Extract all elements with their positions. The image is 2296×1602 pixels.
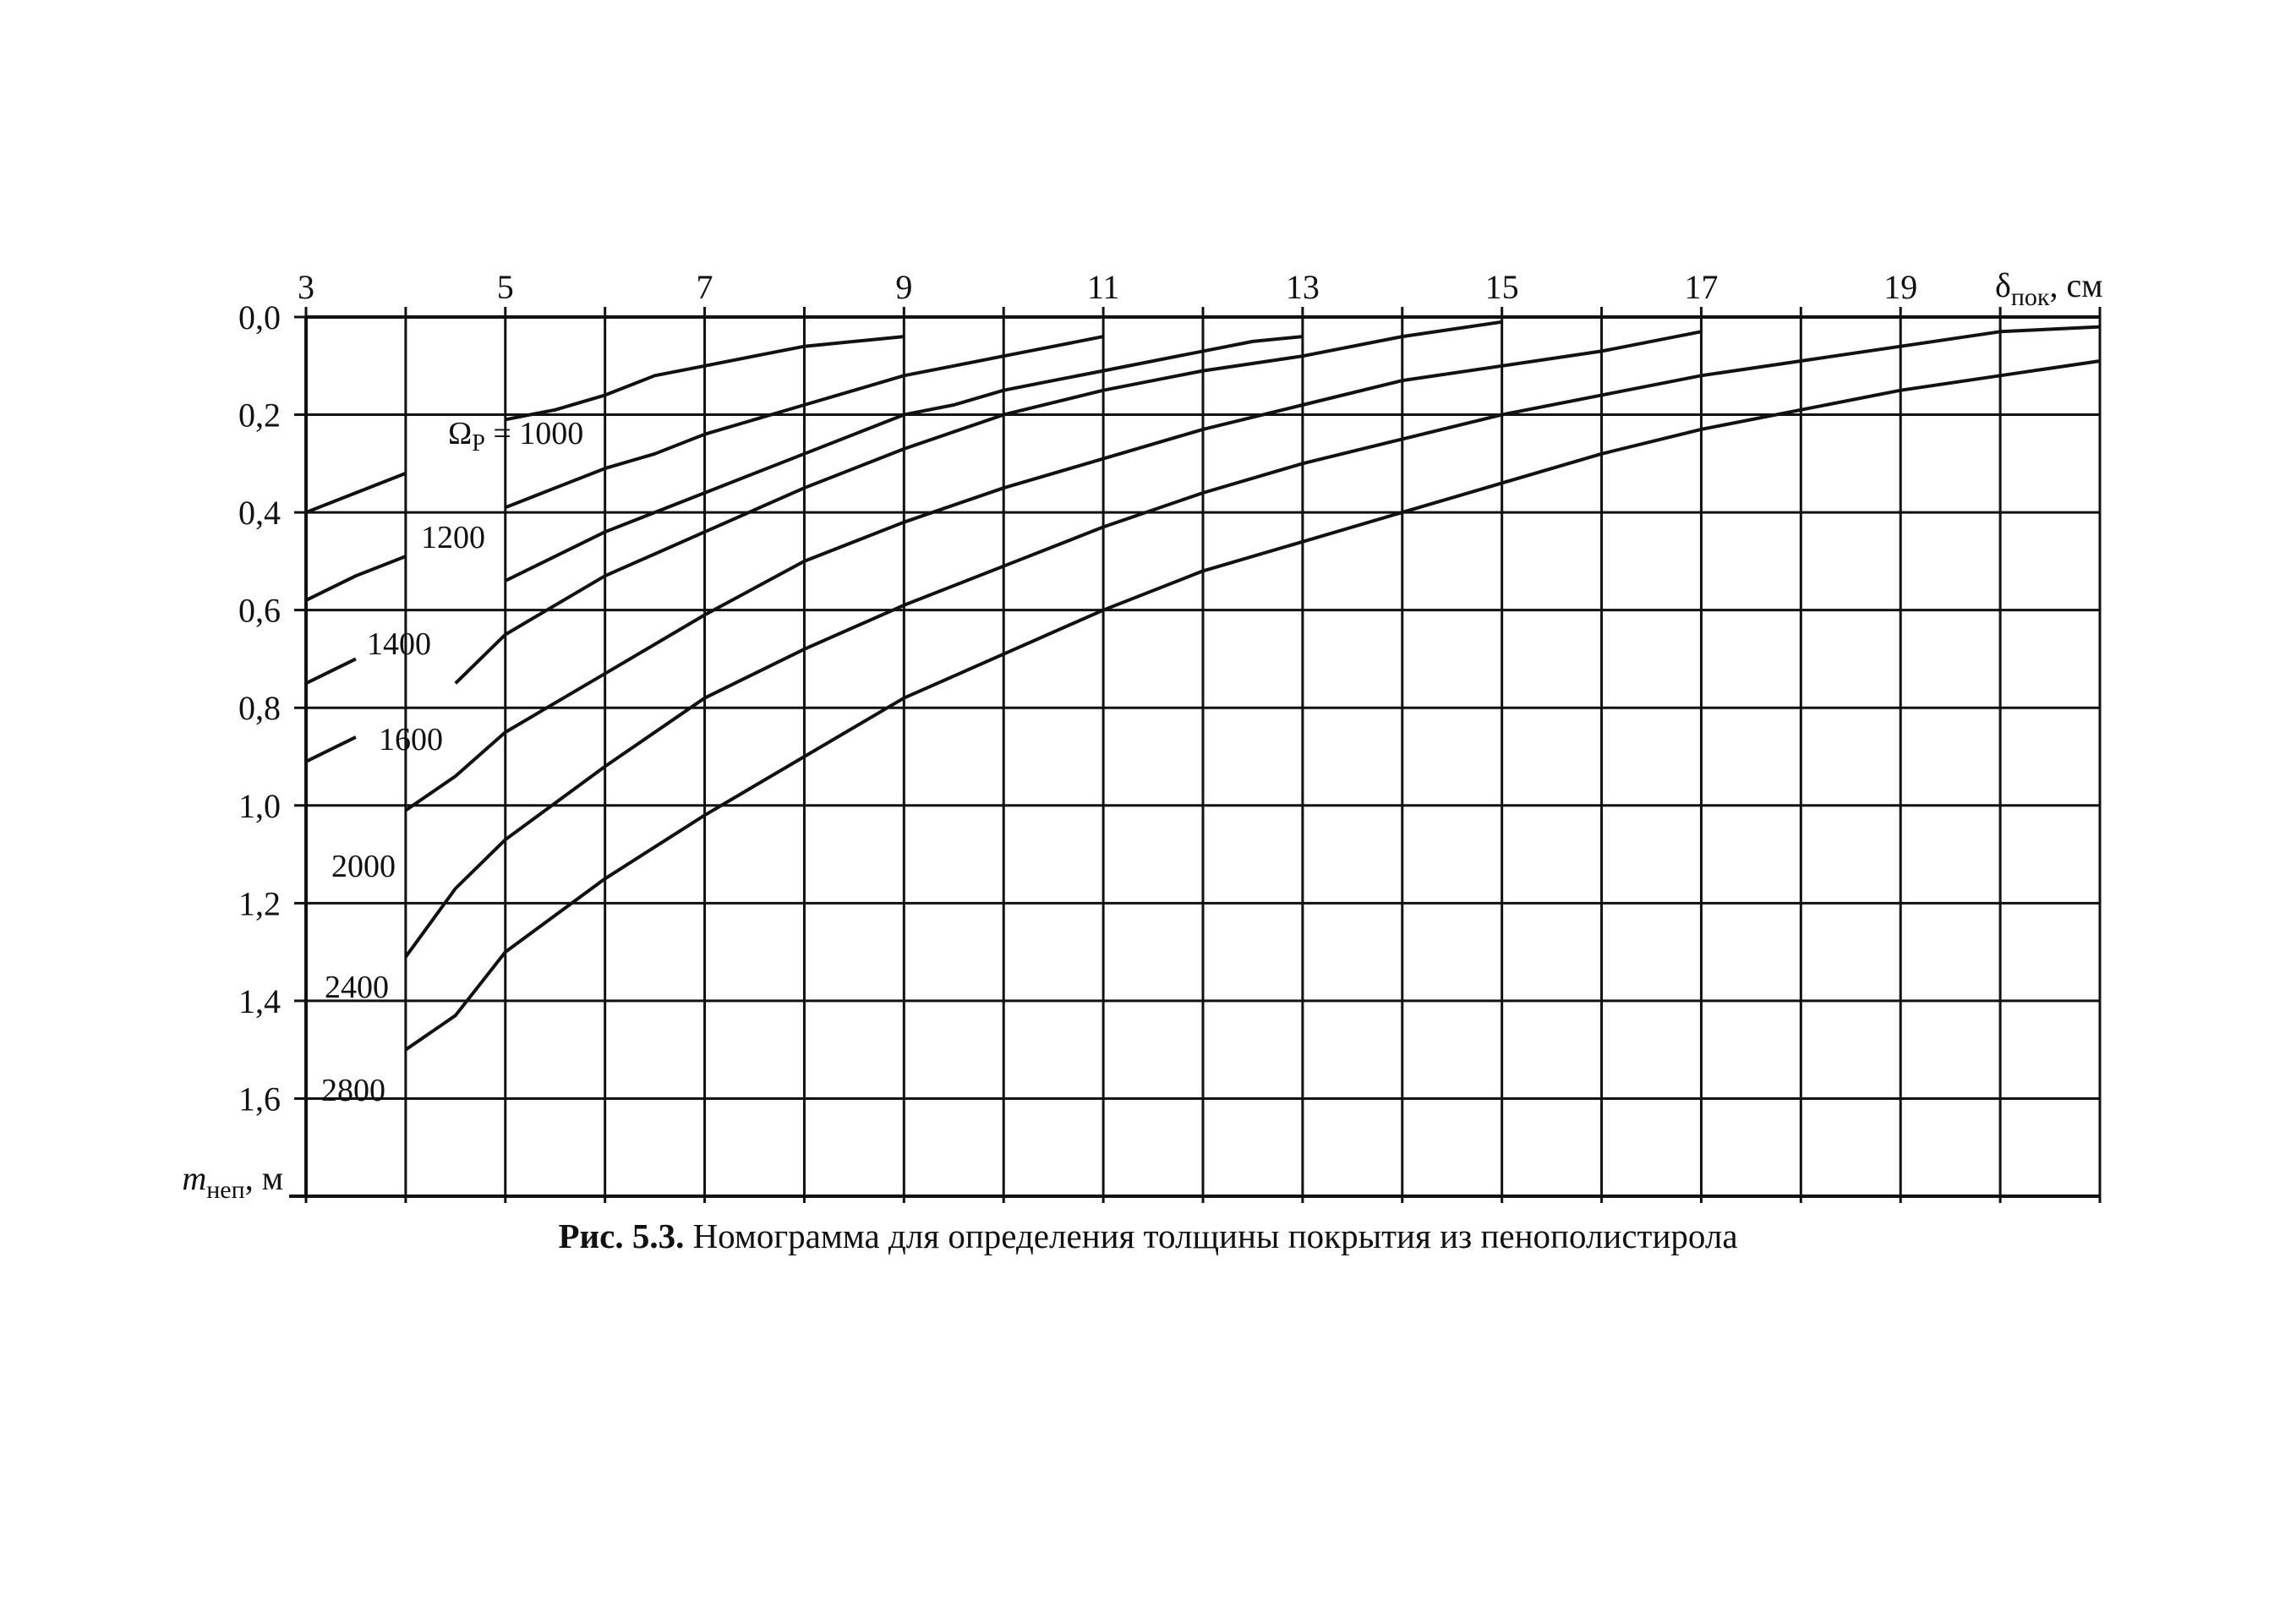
x-tick-label: 11: [1087, 268, 1120, 306]
x-tick-label: 19: [1883, 268, 1917, 306]
series-label-1400: 1400: [367, 626, 431, 662]
series-line-1200: [505, 335, 1104, 510]
series-line-1400: [504, 335, 1304, 582]
x-tick-label: 7: [697, 268, 713, 306]
series-line-2800: [404, 359, 2101, 1052]
series-line-1600: [454, 320, 1502, 685]
x-tick-label: 13: [1286, 268, 1320, 306]
y-tick-label: 0,6: [238, 592, 281, 630]
series-label-1200: 1200: [421, 520, 485, 555]
caption-text: Номограмма для определения толщины покры…: [692, 1217, 1738, 1255]
y-tick-label: 1,6: [238, 1080, 281, 1118]
x-tick-label: 15: [1485, 268, 1519, 306]
curves-layer: [305, 320, 2101, 1052]
series-line-1000: [505, 335, 905, 422]
x-tick-label: 9: [895, 268, 912, 306]
y-axis-label: mнеп, м: [182, 1159, 283, 1204]
labels-layer: 3 5 7 9 11 13 15 17 19 δпок, см 0,0 0,2 0,4 0,6 0,8 1,0…: [182, 266, 2102, 1204]
series-line-1000: [305, 472, 407, 514]
grid-layer: [289, 307, 2102, 1203]
y-tick-label: 1,0: [238, 787, 281, 825]
caption-prefix: Рис. 5.3.: [558, 1217, 685, 1255]
series-line-2000: [404, 330, 1702, 812]
y-tick-label: 0,8: [238, 689, 281, 727]
figure-caption: Рис. 5.3. Номограмма для определения тол…: [0, 1216, 2296, 1256]
y-tick-label: 0,0: [238, 298, 281, 336]
series-line-1400: [305, 657, 357, 686]
x-tick-label: 17: [1684, 268, 1718, 306]
series-line-1600: [305, 735, 357, 763]
series-label-1000: ΩP = 1000: [448, 416, 583, 457]
x-tick-label: 5: [497, 268, 514, 306]
y-tick-label: 1,4: [238, 982, 281, 1020]
x-axis-label: δпок, см: [1995, 266, 2103, 311]
series-line-2400: [404, 325, 2101, 959]
series-label-2400: 2400: [325, 970, 389, 1005]
series-label-2000: 2000: [331, 849, 396, 884]
series-label-1600: 1600: [379, 722, 443, 757]
x-tick-label: 3: [298, 268, 314, 306]
y-tick-label: 0,4: [238, 494, 281, 532]
series-line-1200: [305, 555, 407, 602]
y-tick-label: 1,2: [238, 884, 281, 922]
y-tick-label: 0,2: [238, 396, 281, 435]
series-label-2800: 2800: [321, 1073, 385, 1108]
